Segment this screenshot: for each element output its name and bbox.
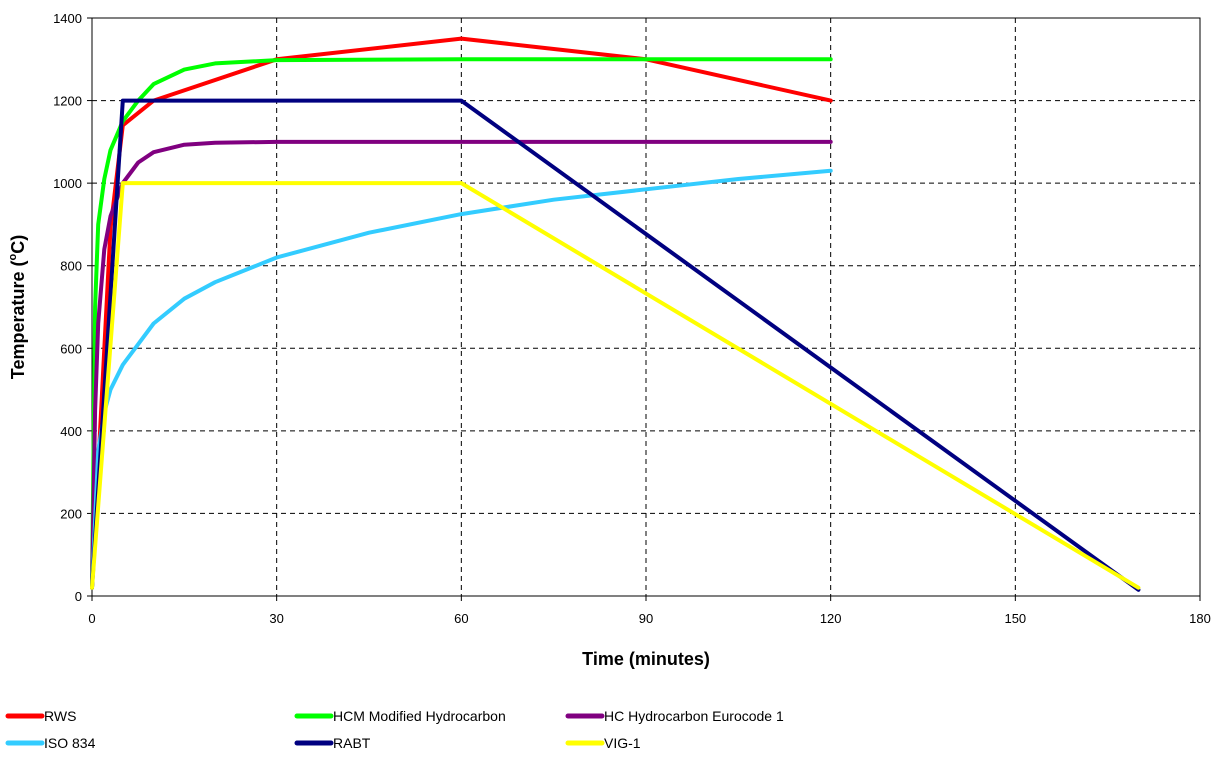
x-tick-label: 30 — [269, 611, 283, 626]
series-line-4 — [90, 98, 1141, 592]
y-tick-label: 1200 — [53, 94, 82, 109]
legend-label: HC Hydrocarbon Eurocode 1 — [604, 708, 784, 724]
y-tick-label: 1000 — [53, 176, 82, 191]
x-tick-label: 120 — [820, 611, 842, 626]
legend-label: RABT — [333, 735, 371, 751]
legend-label: HCM Modified Hydrocarbon — [333, 708, 506, 724]
y-tick-label: 1400 — [53, 11, 82, 26]
legend-label: RWS — [44, 708, 76, 724]
series-line-5 — [90, 181, 1141, 590]
y-tick-label: 400 — [60, 424, 82, 439]
series-line-2 — [90, 139, 833, 590]
legend-label: VIG-1 — [604, 735, 641, 751]
y-tick-label: 600 — [60, 341, 82, 356]
legend-label: ISO 834 — [44, 735, 96, 751]
series-lines — [90, 36, 1141, 592]
y-tick-label: 800 — [60, 259, 82, 274]
x-axis-title: Time (minutes) — [582, 649, 710, 669]
tick-labels: 0 30 60 90 120 150 180 0 200 400 600 800 1000 1200 140… — [53, 11, 1211, 626]
x-tick-label: 150 — [1004, 611, 1026, 626]
y-tick-label: 0 — [75, 589, 82, 604]
legend: RWS HCM Modified Hydrocarbon HC Hydrocarbo… — [5, 708, 784, 751]
x-tick-label: 180 — [1189, 611, 1211, 626]
x-tick-label: 90 — [639, 611, 653, 626]
y-axis-title: Temperature (oC) — [7, 235, 28, 379]
x-tick-label: 0 — [88, 611, 95, 626]
y-tick-label: 200 — [60, 506, 82, 521]
x-tick-label: 60 — [454, 611, 468, 626]
